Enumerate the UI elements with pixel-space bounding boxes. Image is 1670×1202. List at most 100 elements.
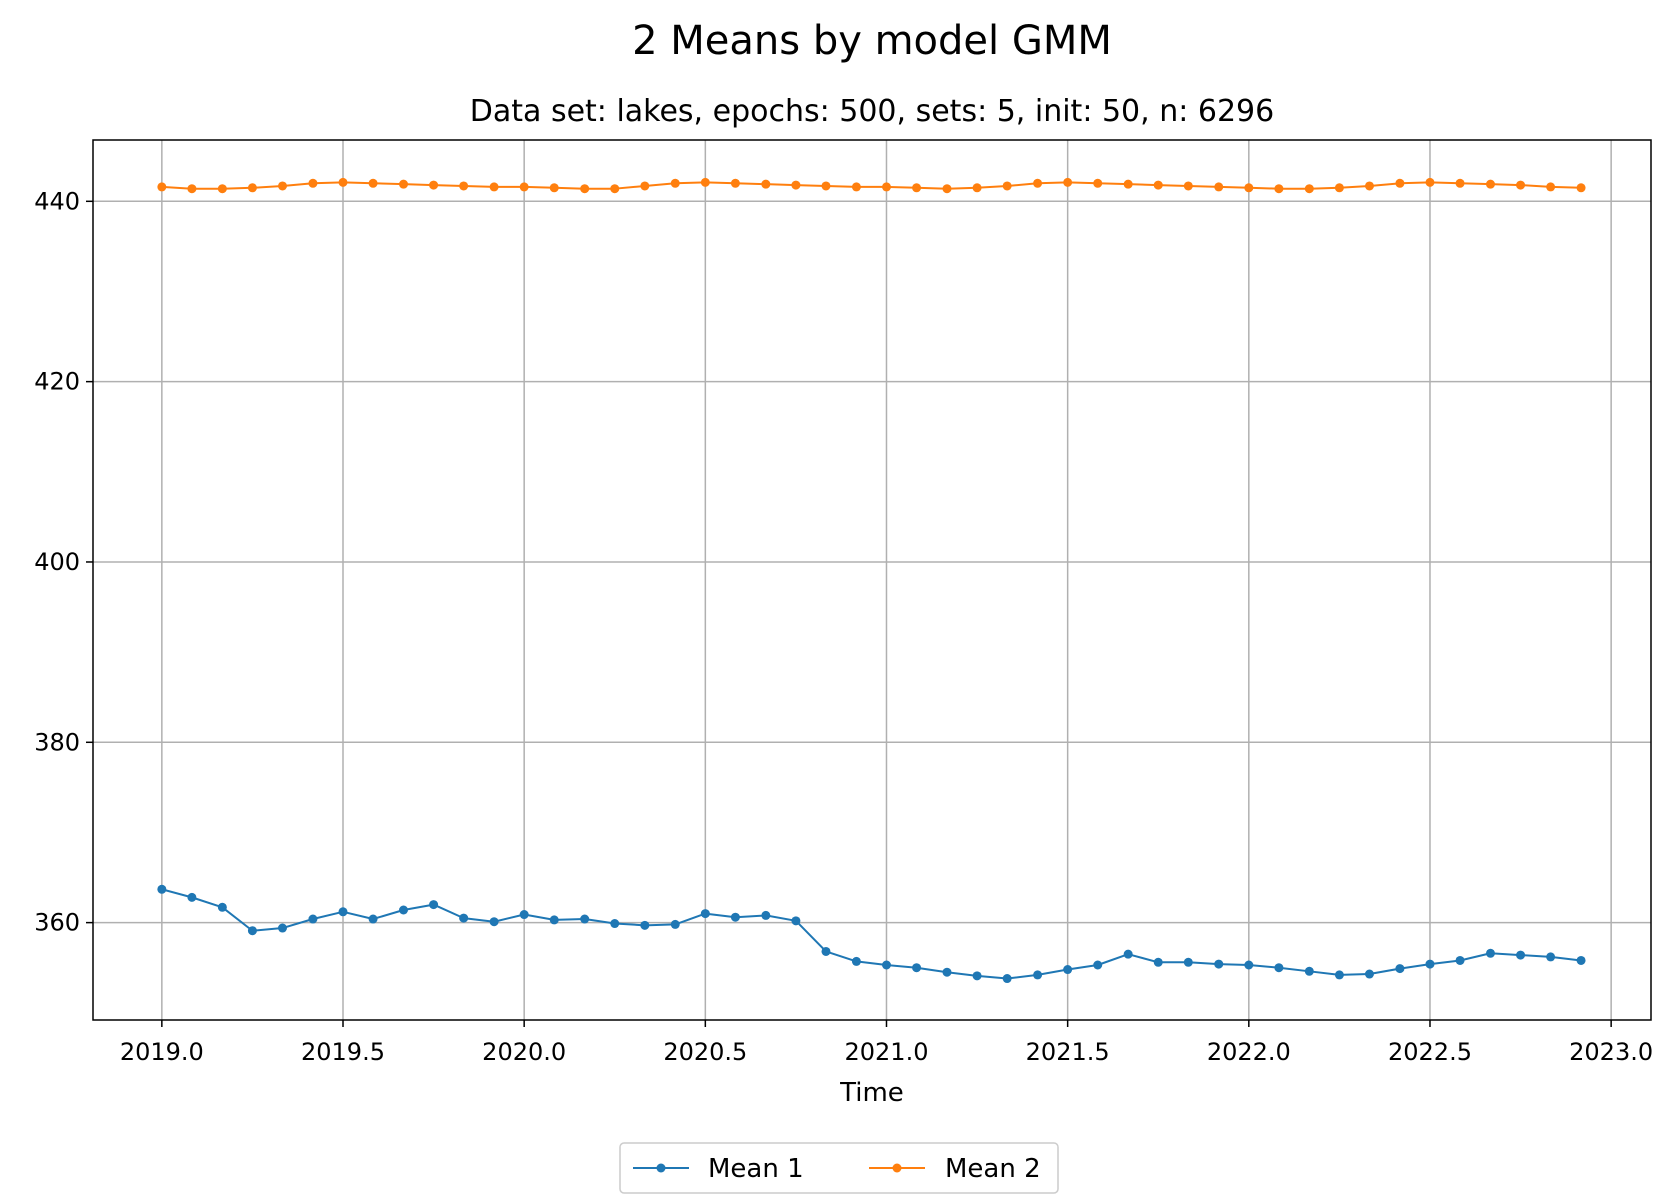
grid-lines	[93, 140, 1651, 1020]
data-point	[1485, 179, 1495, 189]
data-point	[368, 914, 378, 924]
data-point	[399, 179, 409, 189]
data-point	[157, 182, 167, 192]
data-point	[1093, 960, 1103, 970]
data-point	[670, 178, 680, 188]
data-point	[277, 923, 287, 933]
data-point	[217, 184, 227, 194]
data-point	[1183, 957, 1193, 967]
data-point	[730, 912, 740, 922]
data-point	[851, 182, 861, 192]
data-point	[942, 967, 952, 977]
x-tick-label: 2022.5	[1388, 1038, 1472, 1066]
x-tick-label: 2019.5	[301, 1038, 385, 1066]
data-point	[1576, 183, 1586, 193]
data-point	[761, 910, 771, 920]
data-point	[821, 946, 831, 956]
data-point	[1093, 178, 1103, 188]
x-axis: 2019.0 2019.5 2020.0 2020.5 2021.0 2021.5 2022…	[120, 1020, 1653, 1066]
data-point	[1002, 974, 1012, 984]
data-point	[338, 177, 348, 187]
series-line-mean-1	[161, 888, 1582, 980]
data-point	[1063, 177, 1073, 187]
data-point	[429, 900, 439, 910]
data-point	[1455, 955, 1465, 965]
data-point	[489, 917, 499, 927]
data-point	[791, 916, 801, 926]
data-point	[549, 183, 559, 193]
data-point	[1153, 957, 1163, 967]
data-point	[519, 910, 529, 920]
data-point	[1304, 966, 1314, 976]
data-point	[1334, 970, 1344, 980]
data-point	[610, 919, 620, 929]
chart-title: 2 Means by model GMM	[632, 18, 1112, 64]
data-point	[640, 181, 650, 191]
data-point	[187, 892, 197, 902]
data-point	[580, 914, 590, 924]
data-point	[821, 181, 831, 191]
y-tick-label: 360	[34, 909, 80, 937]
data-point	[247, 183, 257, 193]
data-point	[912, 183, 922, 193]
data-point	[1364, 181, 1374, 191]
data-point	[1153, 180, 1163, 190]
data-point	[670, 919, 680, 929]
data-point	[338, 907, 348, 917]
data-point	[700, 909, 710, 919]
y-tick-label: 380	[34, 728, 80, 756]
data-point	[580, 184, 590, 194]
data-point	[549, 915, 559, 925]
data-point	[972, 183, 982, 193]
data-point	[247, 926, 257, 936]
data-point	[912, 963, 922, 973]
legend-box	[619, 1142, 1059, 1194]
legend-label-mean-1: Mean 1	[708, 1154, 804, 1184]
data-point	[1395, 964, 1405, 974]
x-tick-label: 2021.5	[1026, 1038, 1110, 1066]
series-layer	[157, 177, 1586, 984]
data-point	[429, 180, 439, 190]
y-tick-label: 420	[34, 368, 80, 396]
series-mean-2	[157, 177, 1586, 194]
data-point	[942, 184, 952, 194]
data-point	[972, 971, 982, 981]
data-point	[1485, 948, 1495, 958]
data-point	[459, 181, 469, 191]
legend-marker-mean-2	[892, 1163, 902, 1173]
legend-marker-mean-1	[656, 1163, 666, 1173]
data-point	[308, 178, 318, 188]
data-point	[1183, 181, 1193, 191]
data-point	[368, 178, 378, 188]
data-point	[1244, 183, 1254, 193]
data-point	[1033, 970, 1043, 980]
data-point	[791, 180, 801, 190]
x-tick-label: 2022.0	[1207, 1038, 1291, 1066]
data-point	[1214, 182, 1224, 192]
data-point	[1304, 184, 1314, 194]
data-point	[489, 182, 499, 192]
data-point	[459, 913, 469, 923]
data-point	[519, 182, 529, 192]
y-tick-label: 400	[34, 548, 80, 576]
data-point	[1244, 960, 1254, 970]
plot-frame	[92, 139, 1652, 1021]
data-point	[1123, 949, 1133, 959]
data-point	[1033, 178, 1043, 188]
data-point	[1334, 183, 1344, 193]
legend: Mean 1 Mean 2	[619, 1142, 1059, 1194]
data-point	[610, 184, 620, 194]
data-point	[187, 184, 197, 194]
x-tick-label: 2021.0	[845, 1038, 929, 1066]
data-point	[881, 960, 891, 970]
x-axis-label: Time	[839, 1078, 904, 1108]
data-point	[1546, 182, 1556, 192]
data-point	[1274, 184, 1284, 194]
data-point	[1516, 180, 1526, 190]
data-point	[277, 181, 287, 191]
data-point	[1576, 955, 1586, 965]
legend-label-mean-2: Mean 2	[945, 1154, 1041, 1184]
data-point	[1455, 178, 1465, 188]
data-point	[1364, 969, 1374, 979]
